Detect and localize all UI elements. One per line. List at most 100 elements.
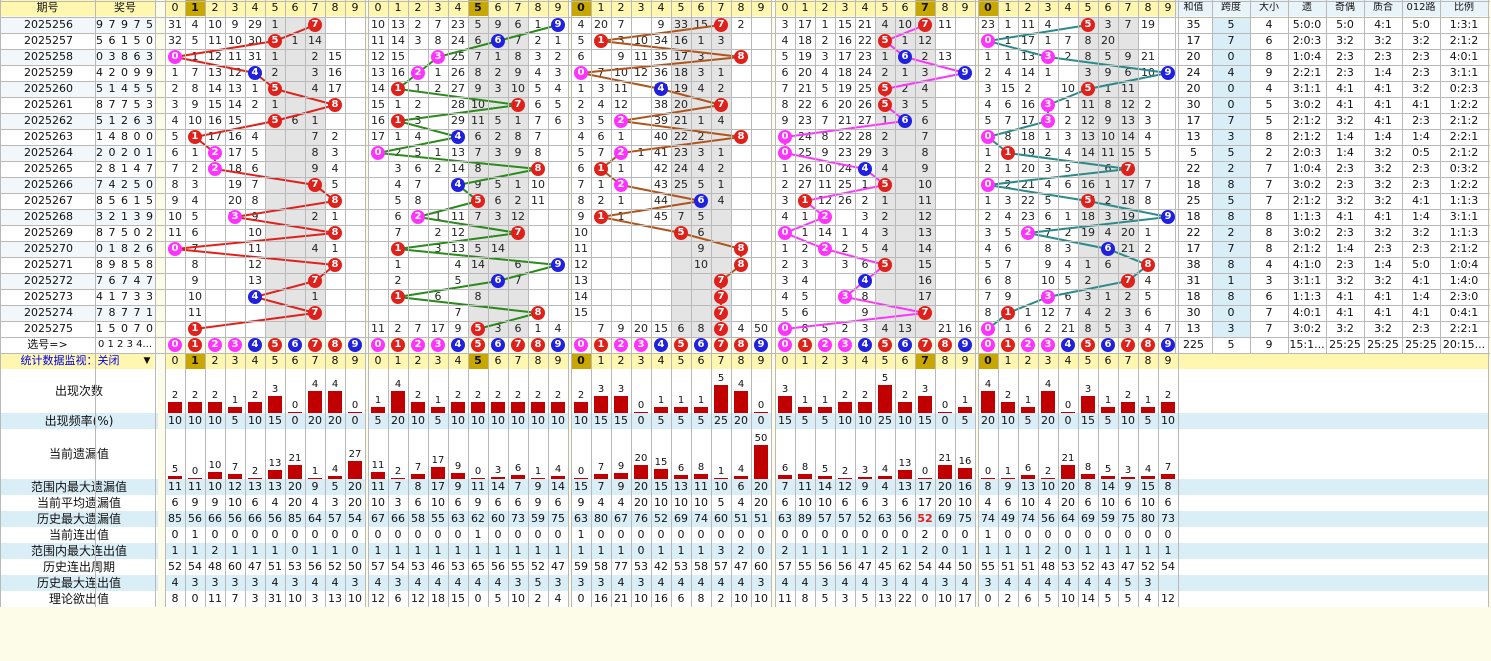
stats-value[interactable]: 4 xyxy=(1044,576,1052,589)
stats-value[interactable]: 5 xyxy=(374,414,382,427)
grid-v[interactable] xyxy=(245,0,246,607)
drawn-digit-ball[interactable]: 0 xyxy=(778,130,792,144)
stats-value[interactable]: 15 xyxy=(1081,414,1095,427)
stats-right-empty[interactable] xyxy=(1175,429,1488,479)
stats-bar-label[interactable]: 3 xyxy=(494,465,502,476)
stats-value[interactable]: 0 xyxy=(331,528,339,541)
select-stat-cell[interactable]: 15:1... xyxy=(1288,337,1326,353)
stats-value[interactable]: 50 xyxy=(348,560,362,573)
drawn-digit-ball[interactable]: 0 xyxy=(574,66,588,80)
stats-value[interactable]: 21 xyxy=(614,592,628,605)
grid-v[interactable] xyxy=(1326,0,1327,353)
stats-value[interactable]: 15 xyxy=(778,414,792,427)
miss-cell[interactable]: 31 xyxy=(165,17,185,33)
stats-value[interactable]: 75 xyxy=(1121,512,1135,525)
header-digit[interactable]: 6 xyxy=(1098,0,1118,16)
stats-value[interactable]: 15 xyxy=(451,592,465,605)
stats-bar-label[interactable]: 2 xyxy=(474,390,482,401)
stats-value[interactable]: 1 xyxy=(1024,544,1032,557)
grid-v[interactable] xyxy=(1288,0,1289,353)
header-digit[interactable]: 4 xyxy=(448,0,468,16)
drawn-digit-ball[interactable]: 1 xyxy=(391,82,405,96)
stats-bar-label[interactable]: 6 xyxy=(781,463,789,474)
miss-cell[interactable]: 18 xyxy=(795,33,815,49)
miss-cell[interactable] xyxy=(955,17,975,33)
stats-value[interactable]: 10 xyxy=(1121,414,1135,427)
stats-bar-label[interactable]: 7 xyxy=(597,462,605,473)
select-digit-ball[interactable]: 3 xyxy=(1041,338,1055,352)
stats-value[interactable]: 2 xyxy=(737,544,745,557)
stats-value[interactable]: 6 xyxy=(414,496,422,509)
grid-v[interactable] xyxy=(365,0,366,607)
stats-value[interactable]: 55 xyxy=(981,560,995,573)
stats-header-digit[interactable]: 5 xyxy=(468,353,488,369)
stats-header-digit[interactable]: 9 xyxy=(955,353,975,369)
select-digit-ball[interactable]: 5 xyxy=(1081,338,1095,352)
drawn-digit-ball[interactable]: 5 xyxy=(268,114,282,128)
stats-value[interactable]: 47 xyxy=(551,560,565,573)
miss-cell[interactable]: 7 xyxy=(1118,17,1138,33)
stats-bar[interactable] xyxy=(1061,465,1075,479)
miss-cell[interactable]: 11 xyxy=(935,17,955,33)
stats-value[interactable]: 8 xyxy=(171,592,179,605)
stats-value[interactable]: 8 xyxy=(414,480,422,493)
drawn-digit-ball[interactable]: 8 xyxy=(328,194,342,208)
drawn-digit-ball[interactable]: 8 xyxy=(328,98,342,112)
grid-v[interactable] xyxy=(1118,0,1119,607)
stats-bar-label[interactable]: 1 xyxy=(434,395,442,406)
stats-value[interactable]: 69 xyxy=(1081,512,1095,525)
miss-cell[interactable]: 1 xyxy=(548,33,568,49)
grid-v[interactable] xyxy=(998,0,999,607)
stats-value[interactable]: 10 xyxy=(491,414,505,427)
stats-value[interactable]: 51 xyxy=(1021,560,1035,573)
stats-value[interactable]: 10 xyxy=(228,496,242,509)
miss-cell[interactable] xyxy=(751,17,771,33)
header-digit[interactable]: 6 xyxy=(488,0,508,16)
stats-header-digit[interactable]: 0 xyxy=(165,353,185,369)
stats-bar-label[interactable]: 8 xyxy=(1084,462,1092,473)
stats-value[interactable]: 1 xyxy=(331,544,339,557)
stats-value[interactable]: 0 xyxy=(637,528,645,541)
stats-value[interactable]: 0 xyxy=(801,528,809,541)
stats-value[interactable]: 12 xyxy=(228,480,242,493)
drawn-digit-ball[interactable]: 8 xyxy=(734,50,748,64)
stats-bar-label[interactable]: 1 xyxy=(717,466,725,477)
drawn-digit-ball[interactable]: 5 xyxy=(471,322,485,336)
grid-v[interactable] xyxy=(1158,0,1159,607)
stats-value[interactable]: 3 xyxy=(331,496,339,509)
stats-header-digit[interactable]: 2 xyxy=(1018,353,1038,369)
stats-header-digit[interactable]: 8 xyxy=(325,353,345,369)
drawn-digit-ball[interactable]: 0 xyxy=(168,242,182,256)
stats-value[interactable]: 10 xyxy=(634,592,648,605)
stats-value[interactable]: 0 xyxy=(534,528,542,541)
drawn-digit-ball[interactable]: 1 xyxy=(188,322,202,336)
drawn-digit-ball[interactable]: 0 xyxy=(168,50,182,64)
drawn-digit-ball[interactable]: 3 xyxy=(1041,98,1055,112)
stats-value[interactable]: 22 xyxy=(898,592,912,605)
drawn-digit-ball[interactable]: 7 xyxy=(308,274,322,288)
stats-bar-label[interactable]: 1 xyxy=(801,395,809,406)
stats-value[interactable]: 0 xyxy=(1124,528,1132,541)
stats-value[interactable]: 25 xyxy=(878,414,892,427)
drawn-digit-ball[interactable]: 7 xyxy=(511,226,525,240)
miss-cell[interactable]: 16 xyxy=(835,33,855,49)
stats-value[interactable]: 3 xyxy=(881,576,889,589)
stats-value[interactable]: 56 xyxy=(1041,512,1055,525)
stats-value[interactable]: 12 xyxy=(838,480,852,493)
stats-bar-label[interactable]: 15 xyxy=(654,457,668,468)
stats-header-digit[interactable]: 4 xyxy=(1058,353,1078,369)
header-digit[interactable]: 2 xyxy=(1018,0,1038,16)
stats-value[interactable]: 0 xyxy=(637,414,645,427)
stats-value[interactable]: 60 xyxy=(491,512,505,525)
grid-h[interactable] xyxy=(0,353,1490,354)
header-digit[interactable]: 3 xyxy=(631,0,651,16)
stats-bar-label[interactable]: 5 xyxy=(171,464,179,475)
select-digit-ball[interactable]: 9 xyxy=(958,338,972,352)
miss-cell[interactable]: 16 xyxy=(671,33,691,49)
stats-bar-label[interactable]: 9 xyxy=(454,461,462,472)
stats-header-digit[interactable]: 6 xyxy=(1098,353,1118,369)
select-digit-ball[interactable]: 2 xyxy=(818,338,832,352)
stats-row-label[interactable]: 历史最大连出值 xyxy=(0,575,158,591)
stats-value[interactable]: 10 xyxy=(938,592,952,605)
stats-bar-label[interactable]: 1 xyxy=(231,395,239,406)
